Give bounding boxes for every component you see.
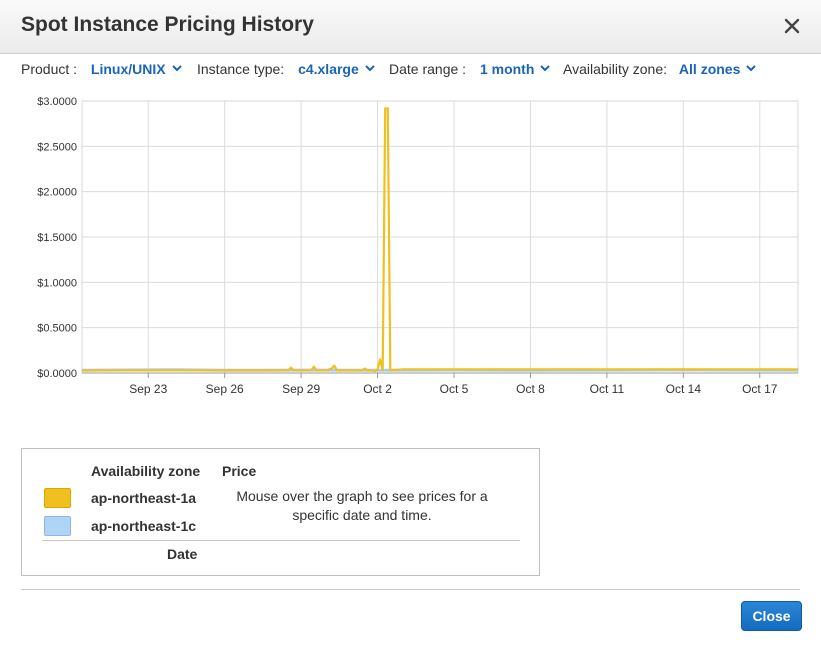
y-tick-label: $0.0000 <box>37 368 77 380</box>
x-tick-label: Oct 17 <box>742 382 778 396</box>
x-tick-label: Oct 8 <box>516 382 545 396</box>
instance-type-label: Instance type: <box>197 61 285 77</box>
legend-zone-header: Availability zone <box>91 463 201 479</box>
legend-zone-1c: ap-northeast-1c <box>91 518 197 534</box>
legend-panel: Availability zone Price ap-northeast-1a … <box>21 448 540 576</box>
legend-price-header: Price <box>222 463 257 479</box>
availability-zone-label: Availability zone: <box>563 61 668 77</box>
legend-divider <box>42 540 520 541</box>
product-value: Linux/UNIX <box>90 61 166 77</box>
x-tick-label: Oct 14 <box>666 382 702 396</box>
x-tick-label: Sep 29 <box>282 382 320 396</box>
product-filter: Product : Linux/UNIX <box>21 61 182 77</box>
y-tick-label: $2.0000 <box>37 187 77 199</box>
chevron-down-icon <box>365 65 375 72</box>
y-tick-label: $3.0000 <box>37 96 77 108</box>
chevron-down-icon <box>540 65 551 72</box>
dialog-header: Spot Instance Pricing History <box>0 0 821 54</box>
pricing-history-chart[interactable]: $3.0000 $2.5000 $2.0000 $1.5000 $1.0000 $0.50… <box>0 88 821 418</box>
instance-type-filter: Instance type: c4.xlarge <box>197 61 375 77</box>
chevron-down-icon <box>171 65 182 72</box>
instance-type-dropdown[interactable]: c4.xlarge <box>298 61 375 77</box>
legend-swatch-1a <box>44 488 71 508</box>
date-range-filter: Date range : 1 month <box>389 61 551 77</box>
y-tick-label: $1.5000 <box>37 232 77 244</box>
legend-date-label: Date <box>167 546 198 562</box>
availability-zone-value: All zones <box>678 61 741 77</box>
x-tick-label: Sep 26 <box>206 382 244 396</box>
x-tick-label: Sep 23 <box>129 382 167 396</box>
instance-type-value: c4.xlarge <box>298 61 359 77</box>
y-tick-label: $0.5000 <box>37 323 77 335</box>
availability-zone-filter: Availability zone: All zones <box>563 61 757 77</box>
y-tick-label: $1.0000 <box>37 277 77 289</box>
x-tick-label: Oct 5 <box>440 382 469 396</box>
product-dropdown[interactable]: Linux/UNIX <box>91 61 182 77</box>
x-tick-label: Oct 2 <box>363 382 392 396</box>
date-range-value: 1 month <box>479 61 535 77</box>
availability-zone-dropdown[interactable]: All zones <box>678 61 757 77</box>
legend-swatch-1c <box>44 516 71 536</box>
series-line-ap-northeast-1a <box>82 107 798 373</box>
product-label: Product : <box>21 61 78 77</box>
footer-divider <box>21 589 800 590</box>
chevron-down-icon <box>746 65 757 72</box>
date-range-dropdown[interactable]: 1 month <box>479 61 551 77</box>
x-tick-label: Oct 11 <box>590 382 625 396</box>
legend-price-hint: Mouse over the graph to see prices for a… <box>236 488 488 523</box>
close-icon[interactable] <box>780 14 804 38</box>
legend-zone-1a: ap-northeast-1a <box>91 490 197 506</box>
date-range-label: Date range : <box>389 61 467 77</box>
close-button[interactable]: Close <box>741 601 802 631</box>
dialog-title: Spot Instance Pricing History <box>21 13 314 36</box>
y-tick-label: $2.5000 <box>37 141 77 153</box>
